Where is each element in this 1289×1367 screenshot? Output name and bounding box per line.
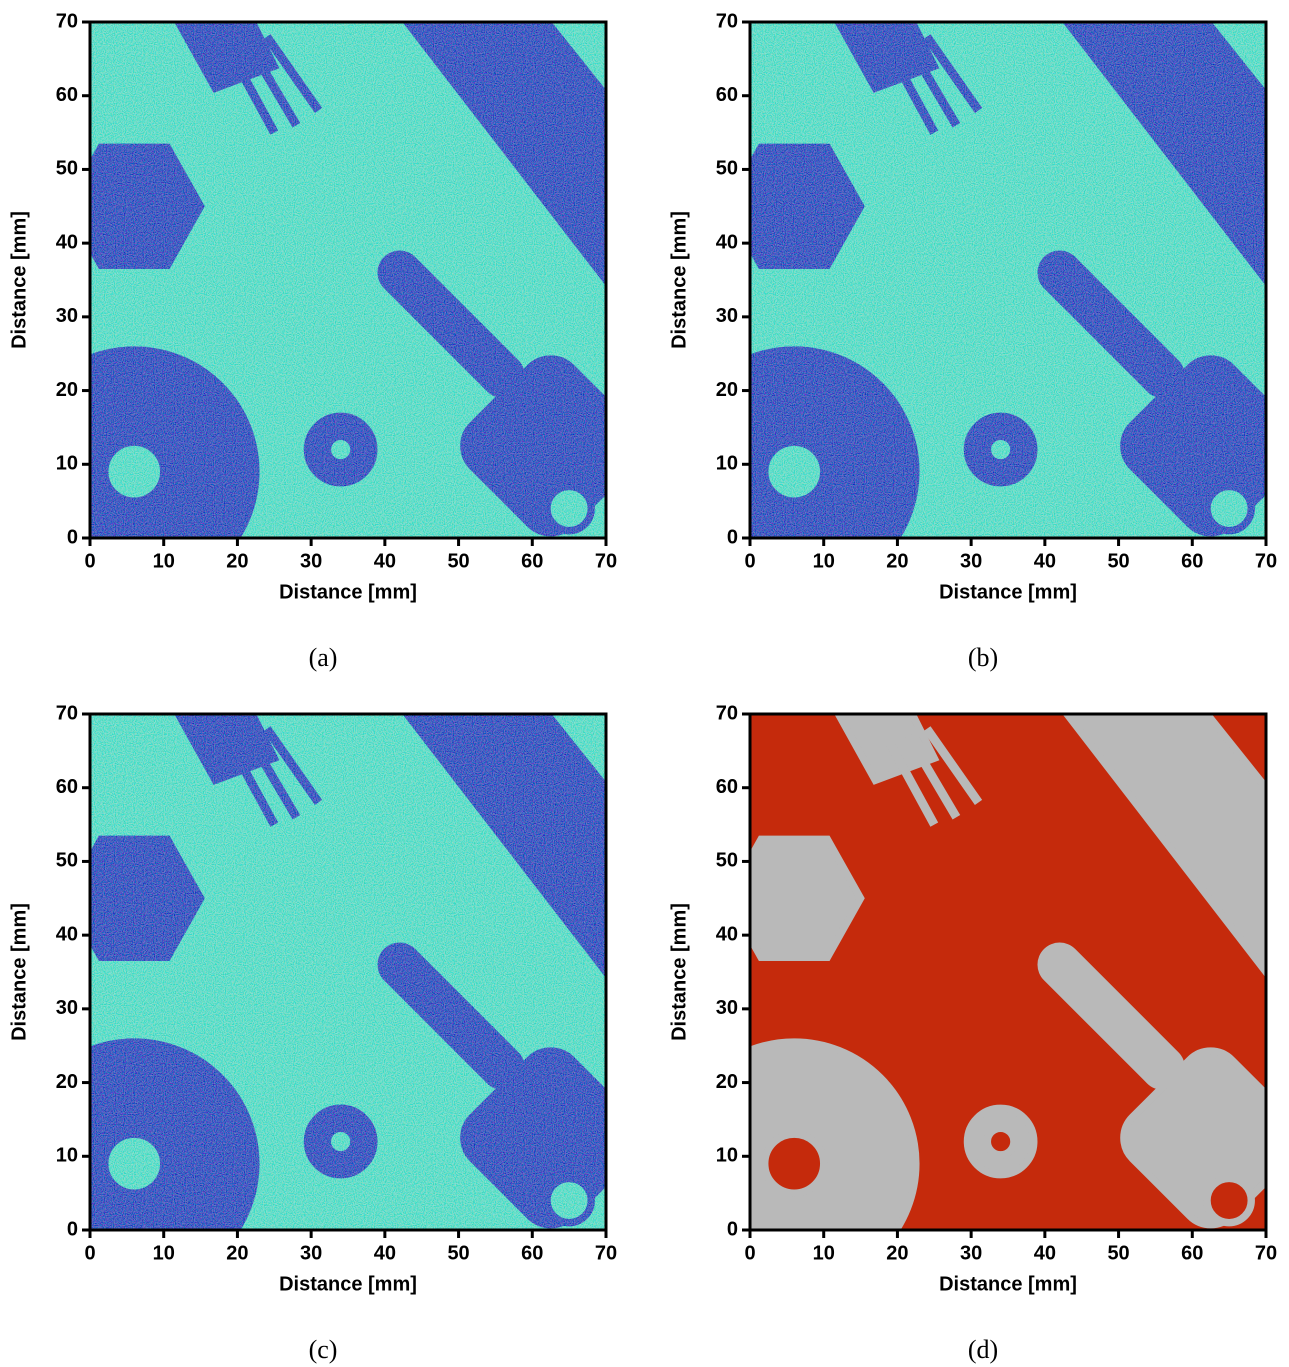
noise (90, 22, 606, 538)
y-tick-label: 50 (56, 850, 78, 872)
y-tick-label: 60 (716, 776, 738, 798)
x-tick-label: 60 (521, 550, 543, 572)
y-axis-label: Distance [mm] (8, 211, 30, 349)
y-tick-label: 0 (67, 1218, 78, 1240)
x-tick-label: 40 (374, 1242, 396, 1264)
y-axis-label: Distance [mm] (668, 903, 690, 1041)
x-tick-label: 0 (744, 1242, 755, 1264)
x-tick-label: 30 (300, 550, 322, 572)
y-tick-label: 40 (56, 231, 78, 253)
noise (90, 714, 606, 1230)
y-tick-label: 0 (67, 526, 78, 548)
plot-image (13, 22, 650, 593)
x-tick-label: 10 (153, 1242, 175, 1264)
y-tick-label: 70 (56, 10, 78, 32)
x-tick-label: 60 (521, 1242, 543, 1264)
y-tick-label: 60 (716, 84, 738, 106)
x-tick-label: 30 (300, 1242, 322, 1264)
caption: (a) (309, 643, 338, 672)
x-axis-label: Distance [mm] (939, 581, 1077, 603)
plot-image (13, 714, 650, 1285)
x-tick-label: 40 (374, 550, 396, 572)
x-tick-label: 0 (84, 1242, 95, 1264)
panel: 0 10 20 30 40 50 60 70 0 10 20 30 40 50 60 70 Distance [… (8, 702, 649, 1364)
y-tick-label: 70 (716, 10, 738, 32)
y-tick-label: 30 (716, 305, 738, 327)
x-tick-label: 10 (813, 550, 835, 572)
x-tick-label: 30 (960, 550, 982, 572)
x-tick-label: 20 (886, 550, 908, 572)
x-tick-label: 40 (1034, 550, 1056, 572)
y-tick-label: 60 (56, 84, 78, 106)
y-tick-label: 20 (716, 379, 738, 401)
caption: (b) (968, 643, 998, 672)
y-tick-label: 60 (56, 776, 78, 798)
y-tick-label: 40 (716, 923, 738, 945)
x-tick-label: 20 (886, 1242, 908, 1264)
caption: (d) (968, 1335, 998, 1364)
y-tick-label: 30 (56, 997, 78, 1019)
plot-image (673, 22, 1289, 593)
y-tick-label: 20 (56, 1071, 78, 1093)
x-axis-label: Distance [mm] (279, 581, 417, 603)
y-tick-label: 50 (56, 158, 78, 180)
x-tick-label: 70 (1255, 550, 1277, 572)
y-tick-label: 10 (716, 453, 738, 475)
x-tick-label: 70 (1255, 1242, 1277, 1264)
panel: 0 10 20 30 40 50 60 70 0 10 20 30 40 50 60 70 Distance [… (8, 10, 649, 672)
x-tick-label: 60 (1181, 1242, 1203, 1264)
x-tick-label: 20 (226, 550, 248, 572)
y-tick-label: 10 (716, 1145, 738, 1167)
x-tick-label: 60 (1181, 550, 1203, 572)
x-tick-label: 50 (447, 1242, 469, 1264)
plot-image (673, 714, 1289, 1285)
x-tick-label: 50 (447, 550, 469, 572)
y-tick-label: 10 (56, 453, 78, 475)
panel: 0 10 20 30 40 50 60 70 0 10 20 30 40 50 60 70 Distance [… (668, 10, 1289, 672)
x-axis-label: Distance [mm] (279, 1273, 417, 1295)
x-tick-label: 50 (1107, 550, 1129, 572)
y-tick-label: 50 (716, 158, 738, 180)
y-tick-label: 70 (716, 702, 738, 724)
y-tick-label: 0 (727, 1218, 738, 1240)
panel: 0 10 20 30 40 50 60 70 0 10 20 30 40 50 60 70 Distance [… (668, 702, 1289, 1364)
x-axis-label: Distance [mm] (939, 1273, 1077, 1295)
figure: 0 10 20 30 40 50 60 70 0 10 20 30 40 50 60 70 Distance [… (0, 0, 1289, 1367)
y-tick-label: 20 (716, 1071, 738, 1093)
x-tick-label: 20 (226, 1242, 248, 1264)
y-tick-label: 50 (716, 850, 738, 872)
y-tick-label: 40 (56, 923, 78, 945)
y-tick-label: 0 (727, 526, 738, 548)
y-tick-label: 70 (56, 702, 78, 724)
x-tick-label: 70 (595, 550, 617, 572)
x-tick-label: 30 (960, 1242, 982, 1264)
x-tick-label: 10 (153, 550, 175, 572)
x-tick-label: 50 (1107, 1242, 1129, 1264)
y-tick-label: 20 (56, 379, 78, 401)
y-tick-label: 30 (716, 997, 738, 1019)
x-tick-label: 70 (595, 1242, 617, 1264)
y-axis-label: Distance [mm] (8, 903, 30, 1041)
x-tick-label: 0 (744, 550, 755, 572)
y-tick-label: 10 (56, 1145, 78, 1167)
x-tick-label: 10 (813, 1242, 835, 1264)
caption: (c) (309, 1335, 338, 1364)
y-tick-label: 40 (716, 231, 738, 253)
x-tick-label: 0 (84, 550, 95, 572)
noise (750, 22, 1266, 538)
y-axis-label: Distance [mm] (668, 211, 690, 349)
y-tick-label: 30 (56, 305, 78, 327)
x-tick-label: 40 (1034, 1242, 1056, 1264)
